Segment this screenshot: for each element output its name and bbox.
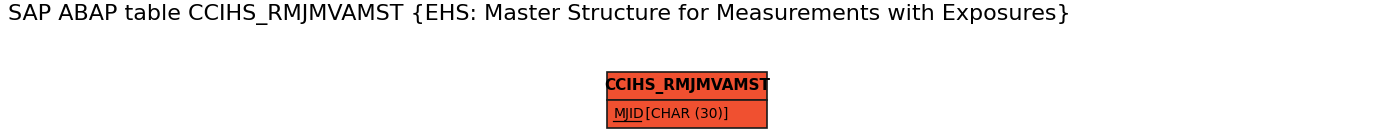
Text: MJID: MJID	[613, 107, 645, 121]
Text: SAP ABAP table CCIHS_RMJMVAMST {EHS: Master Structure for Measurements with Expo: SAP ABAP table CCIHS_RMJMVAMST {EHS: Mas…	[8, 4, 1071, 25]
Text: [CHAR (30)]: [CHAR (30)]	[642, 107, 729, 121]
FancyBboxPatch shape	[608, 72, 767, 100]
Text: CCIHS_RMJMVAMST: CCIHS_RMJMVAMST	[605, 78, 770, 94]
FancyBboxPatch shape	[608, 100, 767, 128]
